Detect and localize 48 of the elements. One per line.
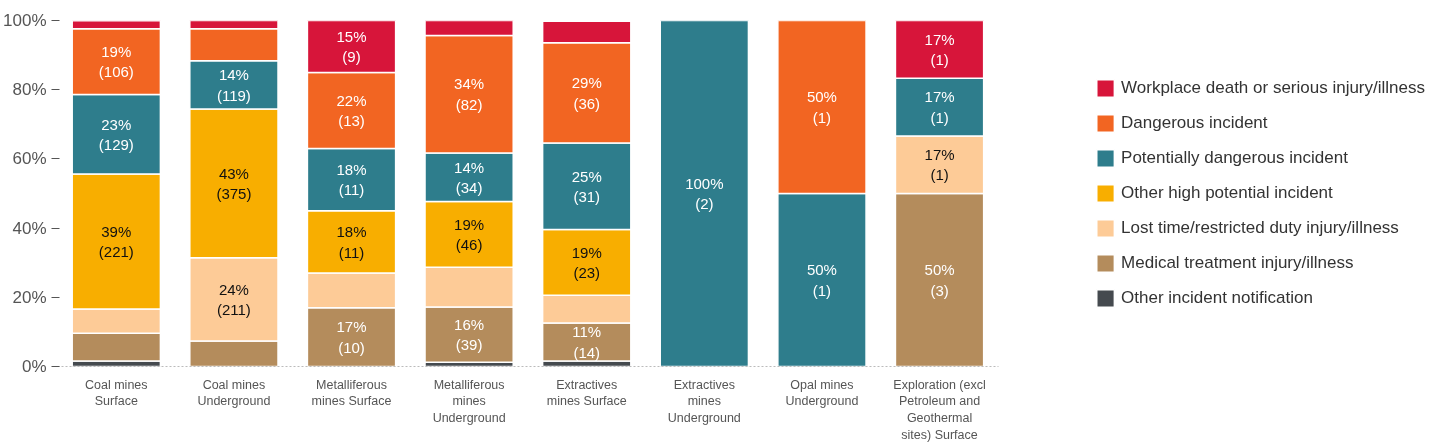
x-tick-label: Metalliferous mines Surface bbox=[311, 377, 392, 409]
y-tick-label: 20% bbox=[12, 287, 47, 307]
y-tick-label: 40% bbox=[12, 218, 47, 238]
legend-label: Other high potential incident bbox=[1121, 183, 1333, 203]
y-tick-label: 60% bbox=[12, 149, 47, 169]
data-label: 15% (9) bbox=[336, 27, 367, 66]
legend-label: Lost time/restricted duty injury/illness bbox=[1121, 218, 1399, 238]
data-label: 19% (106) bbox=[98, 42, 134, 81]
x-tick-label: Coal mines Surface bbox=[85, 377, 148, 409]
data-label: 29% (36) bbox=[571, 74, 602, 112]
data-label: 11% (14) bbox=[572, 323, 602, 361]
data-label: 50% (3) bbox=[924, 261, 955, 299]
x-tick-label: Metalliferous mines Underground bbox=[432, 377, 506, 426]
x-tick-label: Extractives mines Surface bbox=[546, 377, 627, 409]
data-label: 17% (10) bbox=[336, 318, 367, 356]
data-label: 50% (1) bbox=[806, 88, 837, 126]
data-label: 19% (46) bbox=[454, 215, 485, 254]
data-label: 25% (31) bbox=[571, 167, 602, 205]
x-tick-label: Opal mines Underground bbox=[785, 377, 859, 409]
legend-label: Workplace death or serious injury/illness bbox=[1121, 78, 1425, 98]
y-tick-label: 80% bbox=[12, 80, 47, 100]
data-label: 19% (23) bbox=[571, 243, 602, 282]
data-label: 23% (129) bbox=[98, 115, 134, 154]
legend-label: Other incident notification bbox=[1121, 288, 1313, 308]
data-label: 17% (1) bbox=[924, 146, 955, 184]
legend-label: Potentially dangerous incident bbox=[1121, 148, 1348, 168]
data-label: 18% (11) bbox=[336, 223, 367, 261]
data-label: 18% (11) bbox=[336, 160, 367, 199]
data-label: 50% (1) bbox=[806, 261, 837, 299]
legend-label: Dangerous incident bbox=[1121, 113, 1268, 133]
data-label: 100% (2) bbox=[685, 174, 724, 213]
data-label: 39% (221) bbox=[98, 222, 134, 261]
x-tick-label: Exploration (excl Petroleum and Geothermal sites) Surface bbox=[893, 377, 986, 442]
data-label: 14% (119) bbox=[216, 66, 251, 104]
data-label: 43% (375) bbox=[216, 164, 252, 203]
bar bbox=[659, 20, 750, 367]
x-tick-label: Coal mines Underground bbox=[197, 377, 271, 409]
legend-label: Medical treatment injury/illness bbox=[1121, 253, 1354, 273]
data-label: 22% (13) bbox=[336, 91, 367, 130]
y-tick-label: 100% bbox=[3, 11, 47, 30]
data-label: 34% (82) bbox=[454, 75, 485, 113]
data-label: 24% (211) bbox=[216, 280, 251, 319]
data-label: 14% (34) bbox=[454, 158, 485, 196]
y-tick-label: 0% bbox=[21, 357, 47, 376]
data-label: 17% (1) bbox=[924, 88, 955, 126]
data-label: 17% (1) bbox=[924, 30, 955, 69]
data-label: 16% (39) bbox=[454, 315, 485, 354]
x-tick-label: Extractives mines Underground bbox=[667, 377, 741, 426]
